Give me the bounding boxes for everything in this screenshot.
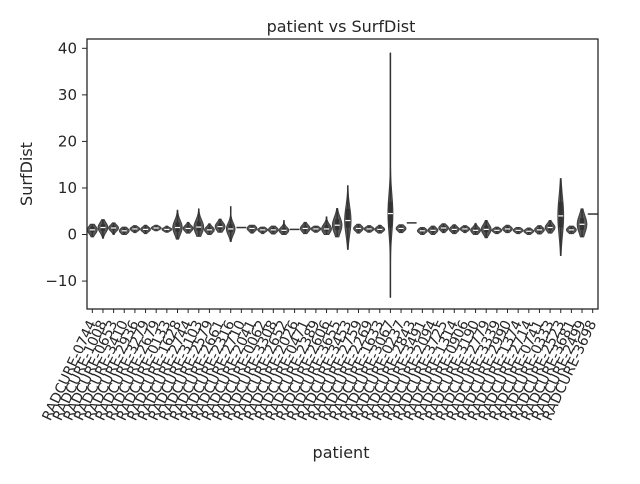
- violin-RADCURE-1628: [172, 209, 183, 240]
- violin-RADCURE-3279: [140, 224, 151, 235]
- violin-RADCURE-1633: [374, 224, 386, 234]
- violin-RADCURE-2269: [363, 225, 375, 233]
- violin-RADCURE-3308: [267, 225, 279, 235]
- violin-RADCURE-3725: [438, 223, 450, 234]
- x-axis-label: patient: [313, 443, 370, 462]
- violin-RADCURE-2661: [214, 218, 226, 233]
- violin-RADCURE-3655: [331, 207, 343, 238]
- violin-RADCURE-0333: [544, 220, 556, 234]
- violin-RADCURE-2499: [576, 208, 588, 238]
- violin-RADCURE-2714: [523, 227, 535, 236]
- violin-RADCURE-3067: [387, 52, 394, 298]
- y-tick-label: 40: [58, 39, 77, 57]
- violin-RADCURE-2759: [353, 223, 364, 234]
- violin-RADCURE-2744: [182, 221, 194, 234]
- violin-box: [345, 208, 350, 228]
- violin-box: [558, 201, 563, 228]
- violin-RADCURE-2389: [310, 225, 322, 233]
- violin-RADCURE-3190: [470, 222, 481, 236]
- violin-RADCURE-1314: [448, 224, 460, 235]
- violin-RADCURE-0062: [257, 226, 269, 235]
- violin-RADCURE-2652: [278, 220, 290, 236]
- violin-RADCURE-0744: [86, 223, 98, 238]
- violin-RADCURE-2094: [427, 225, 439, 236]
- violin-RADCURE-2041: [246, 224, 258, 234]
- violin-RADCURE-3453: [344, 185, 352, 250]
- violin-RADCURE-2779: [480, 220, 492, 239]
- chart-title: patient vs SurfDist: [267, 17, 416, 36]
- y-tick-label: 0: [67, 226, 77, 244]
- violin-RADCURE-0133: [161, 225, 173, 233]
- violin-box: [388, 201, 393, 228]
- violin-RADCURE-2990: [502, 224, 513, 234]
- violin-RADCURE-0237: [395, 224, 407, 234]
- violin-RADCURE-1008: [97, 219, 109, 239]
- violin-group: [86, 52, 598, 298]
- violin-RADCURE-0741: [534, 225, 545, 235]
- x-axis-ticks: RADCURE-0744RADCURE-1008RADCURE-0653RADC…: [39, 309, 600, 423]
- violin-RADCURE-3491: [416, 227, 428, 236]
- violin-RADCURE-1374: [512, 227, 524, 235]
- violin-RADCURE-2316: [225, 206, 236, 242]
- violin-RADCURE-2579: [204, 223, 215, 236]
- violin-box: [335, 219, 340, 230]
- violin-RADCURE-0653: [108, 222, 120, 236]
- violin-RADCURE-2936: [129, 225, 141, 234]
- violin-box: [324, 225, 329, 232]
- violin-RADCURE-3681: [565, 225, 577, 235]
- violin-box: [196, 221, 201, 231]
- violin-RADCURE-0906: [459, 225, 471, 234]
- y-tick-label: 30: [58, 86, 77, 104]
- violin-RADCURE-2606: [321, 216, 332, 236]
- violin-RADCURE-0471: [299, 221, 311, 235]
- violin-RADCURE-2679: [150, 224, 162, 232]
- y-tick-label: 10: [58, 179, 77, 197]
- y-tick-label: −10: [45, 272, 77, 290]
- violin-RADCURE-3410: [118, 226, 130, 236]
- plot-frame: [86, 38, 599, 310]
- violin-RADCURE-3103: [193, 208, 205, 237]
- y-axis-ticks: −10 0 10 20 30 40: [45, 39, 87, 290]
- violin-box: [228, 224, 233, 233]
- violin-RADCURE-3339: [491, 226, 503, 235]
- violin-RADCURE-2523: [557, 178, 565, 256]
- y-tick-label: 20: [58, 132, 77, 150]
- y-axis-label: SurfDist: [17, 142, 36, 206]
